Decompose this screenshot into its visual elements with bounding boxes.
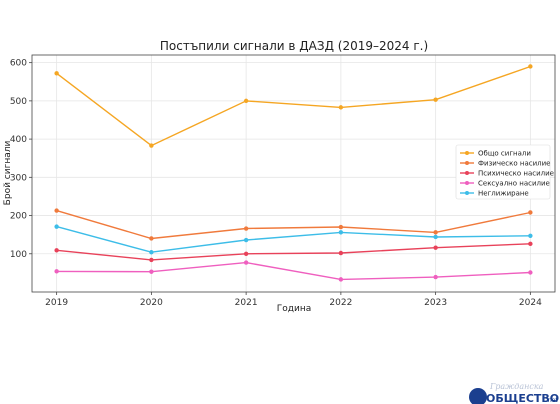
data-point <box>149 257 154 263</box>
y-tick-label: 300 <box>10 173 27 183</box>
series <box>54 224 533 255</box>
data-point <box>149 236 154 241</box>
legend-marker <box>465 151 469 155</box>
data-point <box>54 269 59 274</box>
y-tick-label: 400 <box>10 135 27 145</box>
data-point <box>433 97 438 102</box>
series <box>54 208 533 241</box>
data-point <box>149 250 154 255</box>
data-point <box>528 233 533 239</box>
data-point <box>433 234 438 240</box>
series-line <box>56 209 531 240</box>
data-point <box>528 64 533 69</box>
data-point <box>54 208 59 213</box>
data-point <box>338 224 344 230</box>
data-point <box>54 224 59 229</box>
x-tick-label: 2021 <box>235 298 258 308</box>
y-axis-label: Брой сигнали <box>3 141 13 206</box>
x-axis-label: Година <box>277 304 311 314</box>
data-point <box>149 143 154 148</box>
watermark-suffix: .net <box>546 397 558 404</box>
y-tick-label: 100 <box>10 250 27 260</box>
series-group <box>54 64 533 282</box>
series-line <box>56 65 531 147</box>
data-point <box>243 251 249 256</box>
legend-marker <box>465 161 469 165</box>
legend: Общо сигнали Физическо насилие Психическо … <box>455 144 554 200</box>
plot-area <box>31 54 556 293</box>
legend-marker <box>465 191 469 195</box>
data-point <box>528 210 533 215</box>
watermark-script: Гражданска <box>489 382 544 391</box>
data-point <box>54 71 59 76</box>
x-tick-label: 2023 <box>424 298 447 308</box>
legend-label: Психическо насилие <box>478 170 554 178</box>
data-point <box>338 277 344 282</box>
data-point <box>528 270 533 275</box>
data-point <box>338 230 344 235</box>
legend-label: Неглижиране <box>478 190 529 198</box>
legend-label: Сексуално насилие <box>478 180 550 188</box>
series <box>54 260 533 282</box>
y-tick-label: 200 <box>10 212 27 222</box>
data-point <box>433 230 438 235</box>
watermark-logo: Гражданска ОБЩЕСТВО .net <box>469 382 559 404</box>
data-point <box>433 245 438 250</box>
series <box>54 241 533 263</box>
series <box>54 64 533 148</box>
data-point <box>243 226 249 231</box>
data-point <box>433 274 438 280</box>
x-axis: 2019 2020 2021 2022 2023 2024 <box>45 292 542 308</box>
watermark-text: ОБЩЕСТВО <box>486 392 559 404</box>
legend-label: Физическо насилие <box>478 160 550 168</box>
x-tick-label: 2019 <box>45 298 68 308</box>
data-point <box>243 260 249 265</box>
legend-marker <box>465 181 469 185</box>
legend-label: Общо сигнали <box>478 150 531 158</box>
y-tick-label: 500 <box>10 97 27 107</box>
data-point <box>338 105 344 110</box>
series-line <box>56 243 531 261</box>
x-tick-label: 2022 <box>329 298 352 308</box>
series-line <box>56 261 531 281</box>
grid <box>32 55 555 292</box>
data-point <box>528 241 533 247</box>
y-axis: 100 200 300 400 500 600 <box>10 59 32 260</box>
logo-globe-icon <box>469 388 487 404</box>
legend-box <box>455 144 551 200</box>
data-point <box>54 248 59 253</box>
data-point <box>149 269 154 274</box>
y-tick-label: 600 <box>10 59 27 69</box>
data-point <box>243 237 249 243</box>
x-tick-label: 2020 <box>140 298 163 308</box>
data-point <box>243 98 249 104</box>
data-point <box>338 250 344 256</box>
x-tick-label: 2024 <box>519 298 542 308</box>
legend-marker <box>465 171 469 175</box>
series-line <box>56 225 531 253</box>
chart-title: Постъпили сигнали в ДАЗД (2019–2024 г.) <box>160 39 428 53</box>
